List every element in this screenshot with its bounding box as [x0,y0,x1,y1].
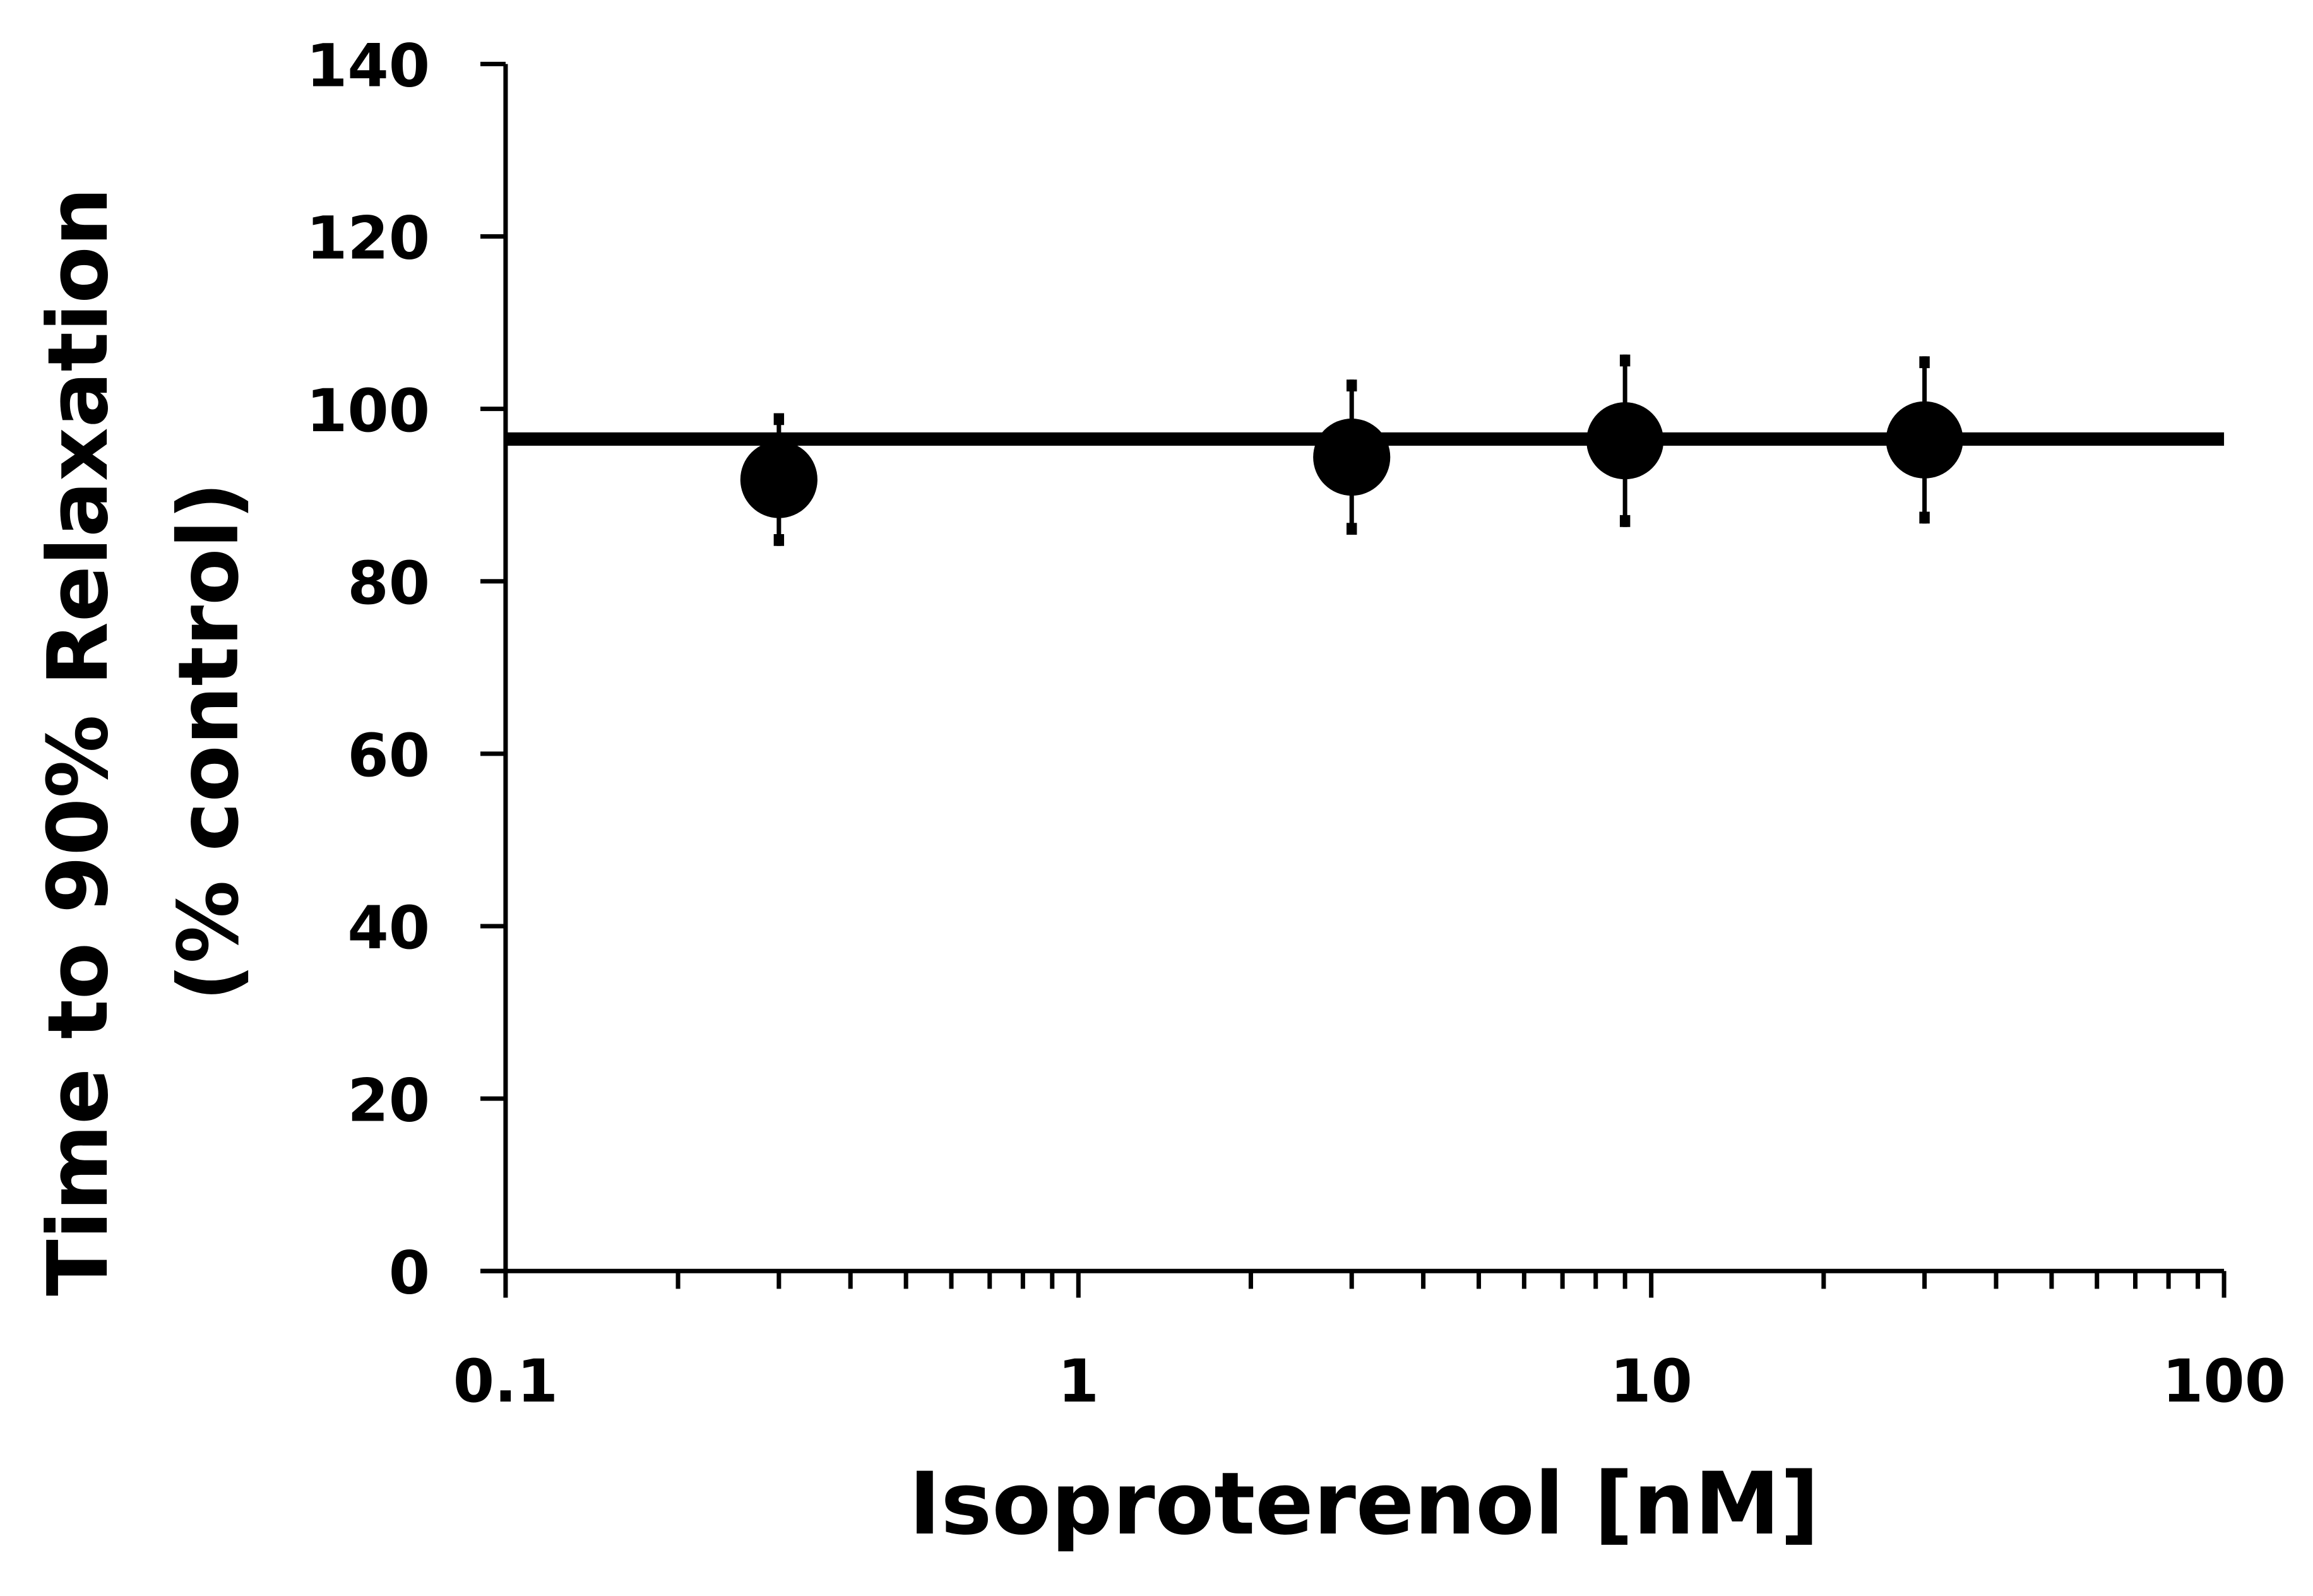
x-tick-label: 10 [1610,1347,1692,1416]
x-tick-label: 100 [2162,1347,2286,1416]
y-axis-label-line1: Time to 90% Relaxation [30,188,127,1296]
marks [505,354,2225,546]
y-tick-label: 100 [306,377,430,446]
y-tick-label: 20 [347,1066,430,1135]
y-axis-label-line2: (% control) [161,482,258,1001]
data-point [1313,419,1391,496]
y-tick-label: 40 [347,894,430,963]
y-tick-label: 60 [347,722,430,790]
axes: 0 20 40 60 80 100 120 140 0.1 1 10 100 [306,32,2286,1416]
data-point [1586,402,1664,480]
x-axis-label: Isoproterenol [nM] [909,1455,1819,1554]
x-tick-label: 1 [1058,1347,1099,1416]
data-point [1886,401,1963,479]
y-tick-label: 120 [306,205,430,273]
data-point [740,441,818,518]
y-tick-label: 80 [347,549,430,618]
y-tick-label: 0 [389,1239,430,1307]
x-tick-label: 0.1 [453,1347,558,1416]
y-tick-label: 140 [306,32,430,101]
